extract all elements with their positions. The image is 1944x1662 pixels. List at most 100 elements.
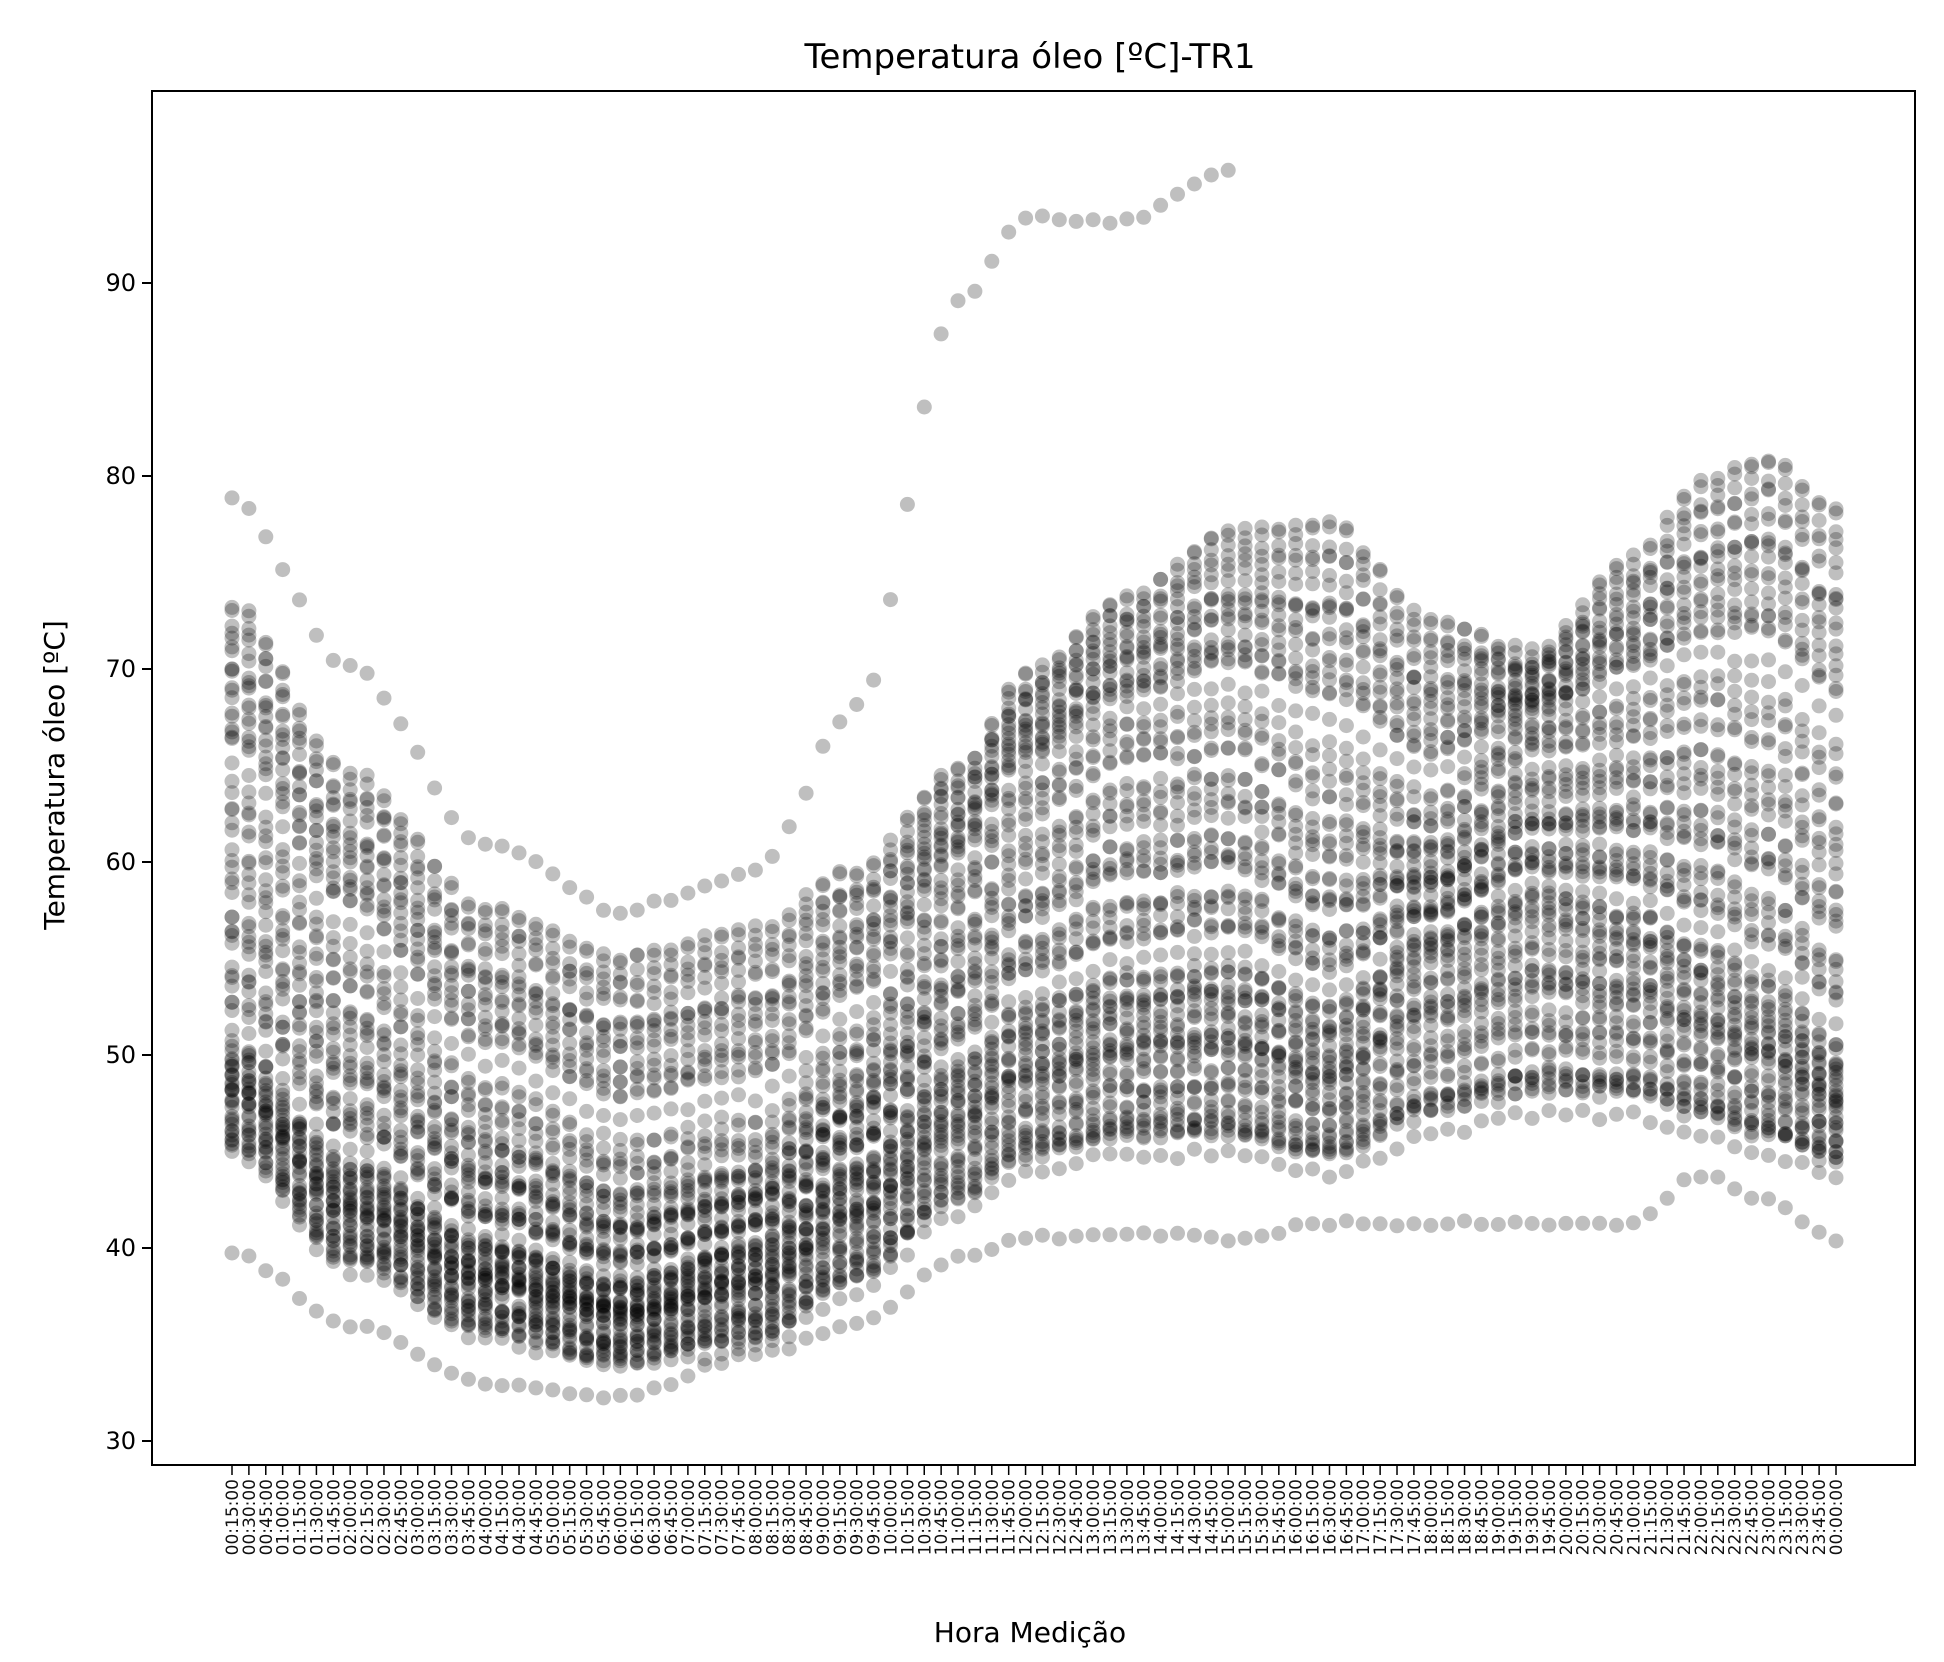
data-point [224,682,240,698]
data-point [258,855,274,871]
data-point [663,1080,679,1096]
data-point [258,785,274,801]
data-point [359,964,375,980]
data-point [258,1088,274,1104]
data-point [444,944,459,960]
data-point [342,850,358,866]
data-point [798,1221,814,1237]
data-point [292,1151,307,1167]
data-point [731,1112,746,1128]
data-point [1102,998,1118,1014]
data-point [427,986,443,1002]
data-point [984,253,1000,269]
data-point [866,1055,882,1071]
data-point [1186,724,1202,740]
data-point [545,1019,561,1035]
data-point [275,1037,291,1052]
data-point [241,700,257,716]
data-point [292,805,307,820]
data-point [275,849,291,865]
data-point [224,853,240,868]
data-point [950,1248,966,1264]
data-point [967,1140,983,1156]
data-point [1051,990,1067,1006]
data-point [393,1129,409,1145]
data-point [460,1240,476,1256]
data-point [1136,997,1152,1013]
data-point [545,1037,561,1053]
data-point [747,1013,763,1029]
data-point [1170,599,1185,615]
data-point [916,913,932,929]
data-point [1085,766,1101,781]
data-point [494,924,510,940]
data-point [1220,162,1236,178]
data-point [275,739,291,755]
data-point [241,1064,257,1080]
data-point [292,873,307,889]
data-point [646,1105,662,1121]
data-point [410,1268,426,1284]
data-point [511,845,527,861]
data-point [1170,745,1185,761]
data-point [241,1048,257,1063]
data-point [224,1108,240,1124]
data-point [292,787,307,803]
data-point [376,1239,392,1255]
data-point [747,1212,763,1228]
data-point [866,1032,882,1048]
data-point [731,1043,746,1059]
data-point [1102,857,1118,873]
data-point [1119,624,1135,640]
data-point [292,966,307,982]
data-point [275,687,291,702]
data-point [275,750,291,766]
data-point [241,742,257,758]
data-point [460,1147,476,1163]
data-point [427,858,443,874]
data-point [562,1254,578,1270]
data-point [866,1010,882,1026]
data-point [1068,971,1084,987]
data-point [494,904,510,920]
data-point [258,1059,274,1075]
data-point [410,744,426,760]
data-point [933,772,949,787]
data-point [883,842,898,858]
data-point [646,1290,662,1306]
data-point [275,665,291,681]
data-point [1119,1082,1135,1098]
data-point [1085,1124,1101,1140]
data-point [1153,770,1169,786]
data-point [275,1091,291,1107]
data-point [579,1158,595,1174]
data-point [292,1154,307,1170]
data-point [899,914,915,930]
data-point [579,1387,595,1403]
data-point [477,1035,493,1051]
data-point [275,1129,291,1145]
data-point [494,1378,510,1394]
data-point [899,809,915,825]
data-point [376,827,392,843]
data-point [1051,1021,1067,1036]
data-point [1220,1116,1236,1131]
data-point [460,1160,476,1176]
data-point [596,1063,611,1078]
data-point [258,890,274,906]
data-point [1136,949,1152,965]
data-point [511,1021,527,1037]
data-point [224,978,240,994]
data-point [1153,588,1169,604]
data-point [815,878,831,894]
data-point [460,1271,476,1287]
data-point [1068,1228,1084,1244]
data-point [241,807,257,823]
data-point [258,1107,274,1123]
data-point [258,1160,274,1175]
data-point [1220,611,1236,627]
data-point [241,653,257,669]
data-point [646,1380,662,1396]
data-point [359,1318,375,1334]
data-point [1085,212,1101,228]
